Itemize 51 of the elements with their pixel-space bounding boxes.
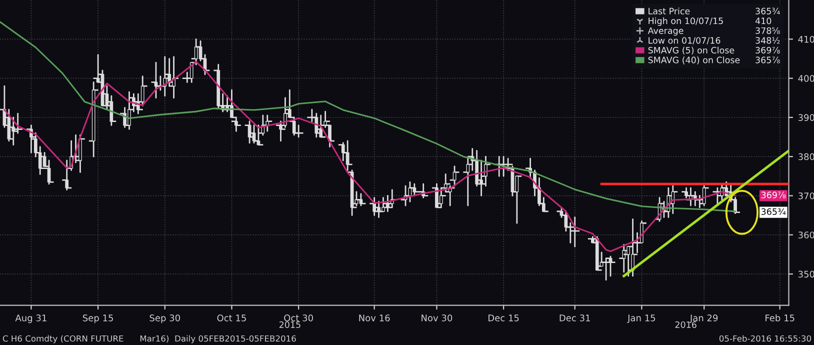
x-tick-label: Jan 15 bbox=[627, 314, 656, 324]
annotation: Average bbox=[648, 27, 684, 36]
candlestick bbox=[106, 95, 116, 126]
candlestick bbox=[356, 193, 366, 206]
text: 05-Feb-2016 16:55:30 bbox=[719, 335, 812, 342]
y-tick-label: 410 bbox=[798, 36, 814, 43]
candlestick bbox=[668, 185, 678, 214]
annotation: 365⅞ bbox=[756, 56, 780, 64]
annotation: 369⅞ bbox=[756, 46, 780, 54]
y-tick-label: 350 bbox=[798, 270, 814, 278]
candlestick bbox=[186, 62, 196, 83]
candlestick bbox=[244, 120, 254, 144]
annotation: Low on 01/07/16 bbox=[648, 37, 720, 44]
legend-label: Last Price bbox=[648, 8, 690, 14]
legend-label: SMAVG (40) on Close bbox=[648, 56, 740, 64]
x-tick-label: Oct 15 bbox=[217, 314, 246, 322]
candlestick bbox=[592, 236, 602, 271]
annotation: High on 10/07/15 bbox=[648, 17, 723, 26]
candlestick bbox=[712, 187, 722, 206]
x-tick-label: Dec 31 bbox=[560, 314, 590, 322]
y-tick-label: 370 bbox=[798, 192, 814, 200]
y-tick-label: 400 bbox=[798, 75, 814, 82]
candlestick bbox=[664, 187, 674, 218]
annotation: 378⅝ bbox=[756, 27, 780, 34]
candlestick bbox=[4, 108, 14, 142]
annotation: 369⅞ bbox=[761, 192, 786, 198]
x-tick-label: Sep 30 bbox=[150, 314, 180, 324]
candlestick bbox=[88, 82, 98, 158]
text: C H6 Comdty (CORN FUTURE Mar16) Daily 05FEB2015-05FEB2016 bbox=[2, 335, 296, 344]
candlestick bbox=[619, 244, 629, 273]
x-tick-label: Feb 15 bbox=[766, 314, 794, 322]
x-tick-label: Oct 30 bbox=[284, 314, 313, 322]
candlestick bbox=[699, 185, 709, 206]
y-tick-label: 380 bbox=[798, 153, 814, 160]
annotation: 365¾ bbox=[761, 208, 786, 215]
x-tick-label: Nov 30 bbox=[422, 314, 452, 322]
text: 2015 bbox=[279, 321, 300, 328]
annotation: 365¾ bbox=[756, 8, 780, 14]
y-tick-label: 360 bbox=[798, 232, 814, 238]
x-tick-label: Aug 31 bbox=[15, 314, 46, 324]
candlestick bbox=[606, 256, 616, 277]
annotation: 410 bbox=[755, 18, 772, 24]
legend-label: SMAVG (5) on Close bbox=[648, 46, 734, 55]
text: 2016 bbox=[675, 321, 696, 328]
x-tick-label: Jan 29 bbox=[689, 314, 718, 324]
candlestick bbox=[26, 124, 36, 154]
x-tick-label: Nov 16 bbox=[359, 314, 390, 322]
x-tick-label: Sep 15 bbox=[82, 314, 113, 324]
y-tick-label: 390 bbox=[798, 114, 814, 121]
x-tick-label: Dec 15 bbox=[488, 314, 519, 322]
annotation: 348½ bbox=[756, 37, 780, 44]
